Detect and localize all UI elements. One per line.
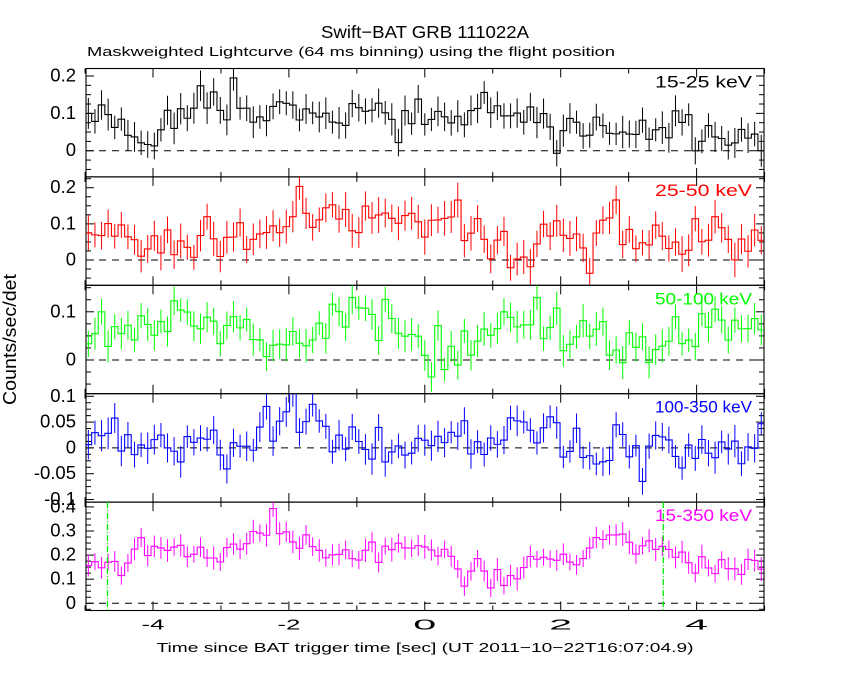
svg-text:0: 0 xyxy=(66,139,76,160)
svg-text:0.05: 0.05 xyxy=(40,411,76,432)
svg-text:Counts/sec/det: Counts/sec/det xyxy=(0,274,20,405)
svg-text:15-25 keV: 15-25 keV xyxy=(655,74,752,92)
svg-text:0.1: 0.1 xyxy=(50,102,76,123)
svg-text:0: 0 xyxy=(413,618,436,634)
svg-text:-0.05: -0.05 xyxy=(34,462,76,483)
svg-text:0.2: 0.2 xyxy=(50,544,76,565)
svg-text:0.1: 0.1 xyxy=(50,568,76,589)
svg-text:0.2: 0.2 xyxy=(50,176,76,197)
svg-text:2: 2 xyxy=(549,618,572,634)
svg-text:100-350 keV: 100-350 keV xyxy=(655,399,752,417)
svg-text:0: 0 xyxy=(66,436,76,457)
svg-text:Maskweighted Lightcurve (64 ms: Maskweighted Lightcurve (64 ms binning) … xyxy=(87,44,615,59)
svg-text:0: 0 xyxy=(66,348,76,369)
svg-text:-4: -4 xyxy=(142,618,165,634)
svg-text:0.1: 0.1 xyxy=(50,385,76,406)
svg-text:0.4: 0.4 xyxy=(50,495,76,516)
svg-text:0.2: 0.2 xyxy=(50,64,76,85)
svg-text:15-350 keV: 15-350 keV xyxy=(655,507,752,525)
svg-text:Swift−BAT GRB 111022A: Swift−BAT GRB 111022A xyxy=(321,22,529,42)
svg-text:4: 4 xyxy=(685,618,708,634)
svg-text:0.1: 0.1 xyxy=(50,212,76,233)
svg-text:0: 0 xyxy=(66,249,76,270)
svg-text:0.3: 0.3 xyxy=(50,520,76,541)
svg-text:25-50 keV: 25-50 keV xyxy=(655,182,752,200)
svg-text:50-100 keV: 50-100 keV xyxy=(655,290,752,308)
svg-text:0.1: 0.1 xyxy=(50,300,76,321)
svg-text:Time since BAT trigger time [s: Time since BAT trigger time [sec] (UT 20… xyxy=(157,640,694,655)
svg-text:-2: -2 xyxy=(277,618,300,634)
svg-text:0: 0 xyxy=(66,592,76,613)
